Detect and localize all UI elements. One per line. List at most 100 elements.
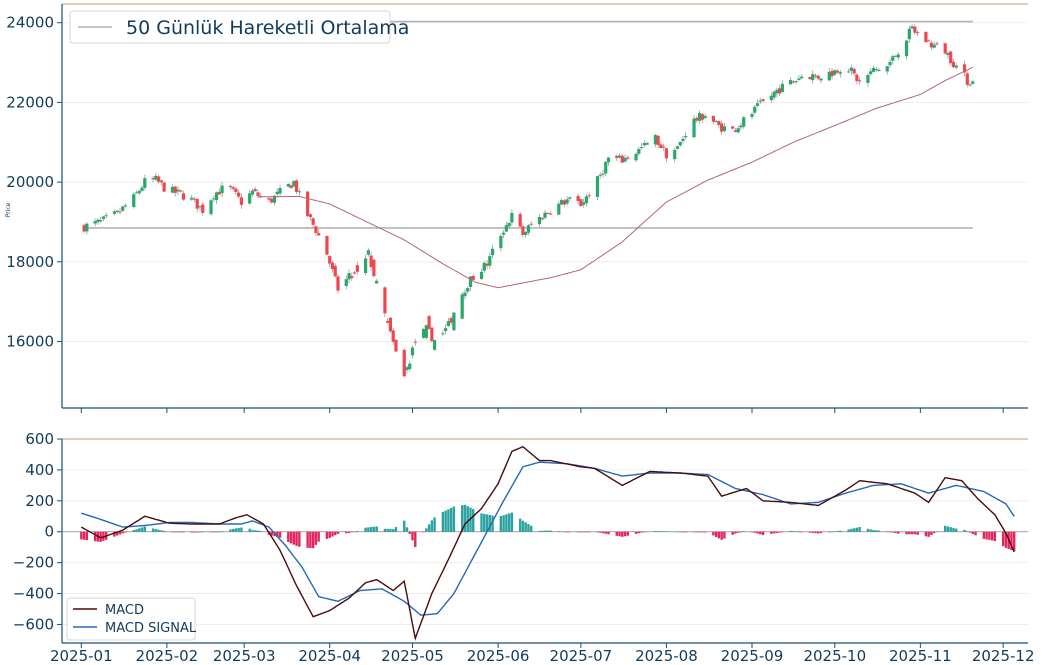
candle-down xyxy=(394,339,398,352)
candle-up xyxy=(582,202,586,205)
histogram-bar-negative xyxy=(1013,531,1016,552)
candle-up xyxy=(347,273,351,280)
price-ytick-label: 24000 xyxy=(6,14,54,32)
candle-down xyxy=(731,126,735,129)
histogram-bar-positive xyxy=(405,527,409,532)
candle-down xyxy=(485,263,489,266)
histogram-bar-positive xyxy=(869,529,872,532)
candle-up xyxy=(714,120,718,122)
candle-down xyxy=(615,155,619,158)
xtick-label: 2025-12 xyxy=(972,647,1035,665)
histogram-bar-positive xyxy=(963,529,966,532)
candle-up xyxy=(954,65,958,68)
candle-up xyxy=(758,100,762,102)
candle-down xyxy=(778,88,782,94)
histogram-bar-negative xyxy=(585,531,588,533)
histogram-bar-positive xyxy=(507,513,511,532)
histogram-bar-positive xyxy=(541,530,544,532)
histogram-bar-negative xyxy=(698,531,701,533)
histogram-bar-positive xyxy=(673,531,676,533)
histogram-bar-negative xyxy=(756,531,759,534)
histogram-bar-positive xyxy=(356,530,359,532)
histogram-bar-positive xyxy=(463,504,467,532)
candle-up xyxy=(789,80,793,85)
xtick-label: 2025-04 xyxy=(298,647,361,665)
histogram-bar-negative xyxy=(85,531,89,541)
candle-down xyxy=(529,223,533,225)
histogram-bar-negative xyxy=(190,531,193,533)
candle-up xyxy=(584,196,588,204)
candle-up xyxy=(132,194,136,208)
candle-up xyxy=(275,191,279,195)
candle-up xyxy=(595,176,600,197)
histogram-bar-negative xyxy=(759,531,762,535)
histogram-bar-negative xyxy=(328,531,331,538)
candle-up xyxy=(99,220,103,222)
candle-up xyxy=(869,71,873,75)
histogram-bar-negative xyxy=(681,531,685,533)
histogram-bar-positive xyxy=(259,530,262,532)
candle-up xyxy=(526,225,531,233)
histogram-bar-negative xyxy=(270,531,273,536)
candle-down xyxy=(540,218,544,220)
candle-up xyxy=(278,188,282,194)
candle-up xyxy=(866,74,870,83)
candle-up xyxy=(697,112,702,121)
histogram-bar-negative xyxy=(201,531,204,533)
candle-up xyxy=(623,157,627,162)
candle-down xyxy=(82,225,86,232)
candle-up xyxy=(742,117,746,127)
macd-ytick-label: −600 xyxy=(13,615,54,633)
candle-up xyxy=(891,56,895,61)
candle-down xyxy=(962,64,967,73)
histogram-bar-negative xyxy=(601,531,605,534)
candle-up xyxy=(703,115,707,118)
candle-down xyxy=(217,191,221,195)
histogram-bar-positive xyxy=(839,530,842,532)
candle-up xyxy=(504,225,508,232)
histogram-bar-positive xyxy=(483,513,486,532)
candle-down xyxy=(253,189,257,192)
histogram-bar-positive xyxy=(855,527,859,532)
candle-down xyxy=(562,200,566,205)
candle-down xyxy=(317,233,321,236)
histogram-bar-positive xyxy=(135,529,138,532)
histogram-bar-negative xyxy=(615,531,618,536)
xtick-label: 2025-07 xyxy=(550,647,613,665)
histogram-bar-positive xyxy=(472,509,475,532)
histogram-bar-positive xyxy=(662,531,665,532)
candle-up xyxy=(681,138,685,141)
histogram-bar-positive xyxy=(847,529,850,532)
histogram-bar-positive xyxy=(433,517,436,532)
candle-up xyxy=(769,95,773,101)
histogram-bar-positive xyxy=(447,509,450,532)
histogram-bar-negative xyxy=(176,531,180,533)
candle-up xyxy=(780,83,784,93)
histogram-bar-positive xyxy=(877,530,881,532)
histogram-bar-negative xyxy=(891,531,894,533)
candle-up xyxy=(849,67,853,71)
candle-up xyxy=(543,212,547,218)
candle-down xyxy=(336,276,340,291)
histogram-bar-negative xyxy=(828,531,831,533)
histogram-bar-negative xyxy=(924,531,928,537)
histogram-bar-negative xyxy=(345,531,348,534)
histogram-bar-negative xyxy=(116,531,119,536)
candle-up xyxy=(772,91,776,98)
candle-down xyxy=(314,226,318,234)
histogram-bar-positive xyxy=(466,506,469,532)
histogram-bar-positive xyxy=(935,531,939,532)
histogram-bar-negative xyxy=(599,531,602,533)
candle-up xyxy=(220,185,224,194)
histogram-bar-positive xyxy=(521,520,525,532)
candle-down xyxy=(386,320,390,323)
moving-average-line xyxy=(258,66,974,289)
candle-up xyxy=(297,191,301,193)
candle-down xyxy=(521,226,525,235)
candle-up xyxy=(910,26,914,29)
x-axis: 2025-01 2025-02 2025-03 2025-04 2025-05 2025-… xyxy=(50,408,1035,665)
candles xyxy=(82,23,975,378)
candle-up xyxy=(739,125,743,128)
histogram-bar-positive xyxy=(659,531,663,532)
histogram-bar-positive xyxy=(866,528,870,532)
